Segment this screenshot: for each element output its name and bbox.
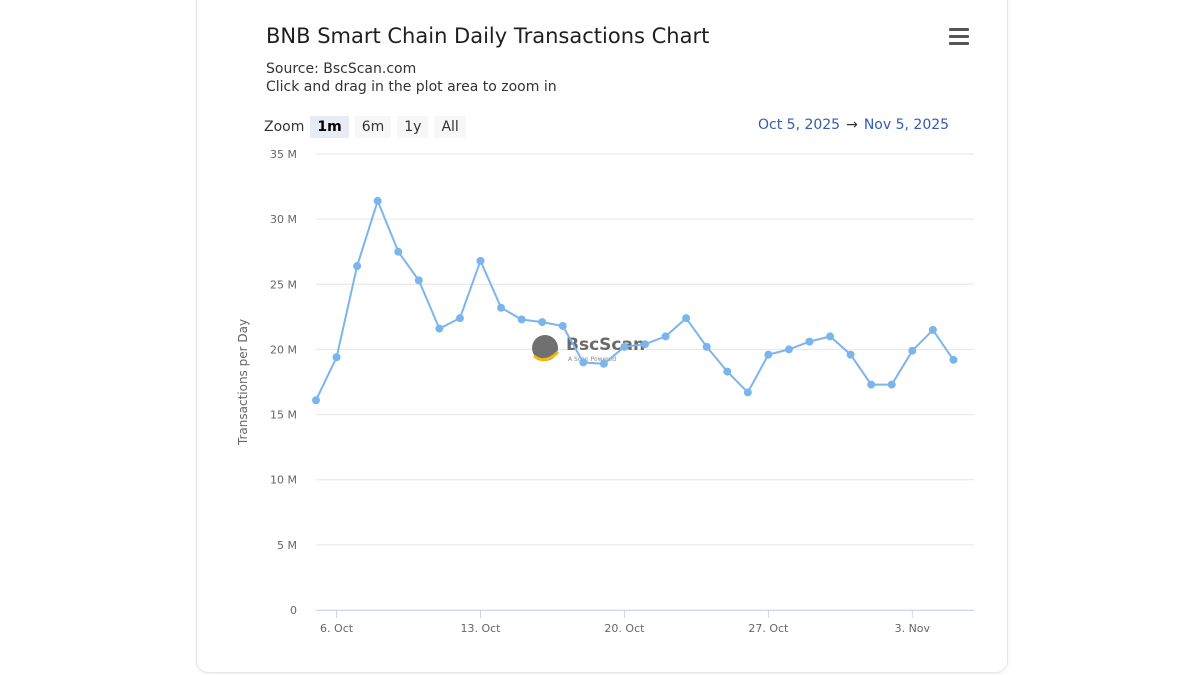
chart-card xyxy=(196,0,1008,673)
y-tick-label: 15 M xyxy=(270,409,297,422)
range-from-input[interactable]: Oct 5, 2025 xyxy=(758,117,841,133)
data-point[interactable] xyxy=(846,350,855,359)
source-text: Source: BscScan.com xyxy=(266,61,417,77)
zoom-button-all[interactable]: All xyxy=(434,116,466,138)
data-point[interactable] xyxy=(620,342,629,351)
data-point[interactable] xyxy=(867,380,876,389)
data-point[interactable] xyxy=(661,332,670,341)
y-tick-label: 0 xyxy=(290,604,297,617)
data-point[interactable] xyxy=(682,314,691,323)
zoom-selector: Zoom 1m 6m 1y All xyxy=(264,114,472,140)
data-point[interactable] xyxy=(887,380,896,389)
chart-subtitle: Source: BscScan.com Click and drag in th… xyxy=(266,60,557,96)
data-point[interactable] xyxy=(558,321,567,330)
y-axis-label: Transactions per Day xyxy=(236,319,250,446)
chart-title: BNB Smart Chain Daily Transactions Chart xyxy=(266,24,710,48)
data-point[interactable] xyxy=(599,359,608,368)
bscscan-logo-accent xyxy=(533,350,560,362)
bscscan-logo-icon xyxy=(532,335,558,361)
data-point[interactable] xyxy=(414,276,423,285)
zoom-button-1y[interactable]: 1y xyxy=(397,116,429,138)
range-to-input[interactable]: Nov 5, 2025 xyxy=(863,117,950,133)
data-point[interactable] xyxy=(743,388,752,397)
data-point[interactable] xyxy=(517,315,526,324)
data-point[interactable] xyxy=(949,355,958,364)
data-point[interactable] xyxy=(332,353,341,362)
data-point[interactable] xyxy=(805,337,814,346)
data-point[interactable] xyxy=(435,324,444,333)
x-tick-label: 20. Oct xyxy=(604,622,645,635)
zoom-button-1m[interactable]: 1m xyxy=(310,116,349,138)
watermark-tagline: A Scan Powered xyxy=(568,356,616,363)
data-point[interactable] xyxy=(784,345,793,354)
x-tick-label: 27. Oct xyxy=(748,622,789,635)
series-line xyxy=(315,197,955,401)
zoom-button-6m[interactable]: 6m xyxy=(354,116,392,138)
series-points xyxy=(312,196,958,405)
grid-lines xyxy=(316,153,974,611)
data-point[interactable] xyxy=(312,396,320,405)
data-point[interactable] xyxy=(641,340,649,349)
y-tick-label: 25 M xyxy=(270,278,297,291)
data-point[interactable] xyxy=(538,318,547,327)
data-point[interactable] xyxy=(455,314,464,323)
x-tick-label: 13. Oct xyxy=(460,622,501,635)
x-axis: 6. Oct 13. Oct 20. Oct 27. Oct 3. Nov xyxy=(316,610,974,635)
zoom-hint-text: Click and drag in the plot area to zoom … xyxy=(266,79,557,95)
y-tick-label: 35 M xyxy=(270,148,297,161)
data-point[interactable] xyxy=(826,332,835,341)
data-point[interactable] xyxy=(497,303,506,312)
data-point[interactable] xyxy=(928,325,937,334)
date-range: Oct 5, 2025 → Nov 5, 2025 xyxy=(758,117,949,133)
x-tick-label: 6. Oct xyxy=(320,622,354,635)
bscscan-watermark: BscScan A Scan Powered xyxy=(532,335,645,363)
data-point[interactable] xyxy=(723,367,732,376)
data-point[interactable] xyxy=(476,256,485,265)
data-point[interactable] xyxy=(373,196,382,205)
data-point[interactable] xyxy=(908,346,917,355)
y-tick-label: 5 M xyxy=(277,539,297,552)
x-tick-label: 3. Nov xyxy=(895,622,931,635)
data-point[interactable] xyxy=(394,247,403,256)
hamburger-menu-icon[interactable] xyxy=(947,28,973,50)
data-point[interactable] xyxy=(579,358,588,367)
zoom-label: Zoom xyxy=(264,119,305,135)
data-point[interactable] xyxy=(764,350,773,359)
data-point[interactable] xyxy=(702,342,711,351)
y-tick-label: 20 M xyxy=(270,343,297,356)
range-arrow: → xyxy=(846,117,858,133)
y-tick-label: 30 M xyxy=(270,213,297,226)
y-axis-ticks: 0 5 M 10 M 15 M 20 M 25 M 30 M 35 M xyxy=(270,148,297,617)
data-point[interactable] xyxy=(353,262,362,271)
y-tick-label: 10 M xyxy=(270,474,297,487)
